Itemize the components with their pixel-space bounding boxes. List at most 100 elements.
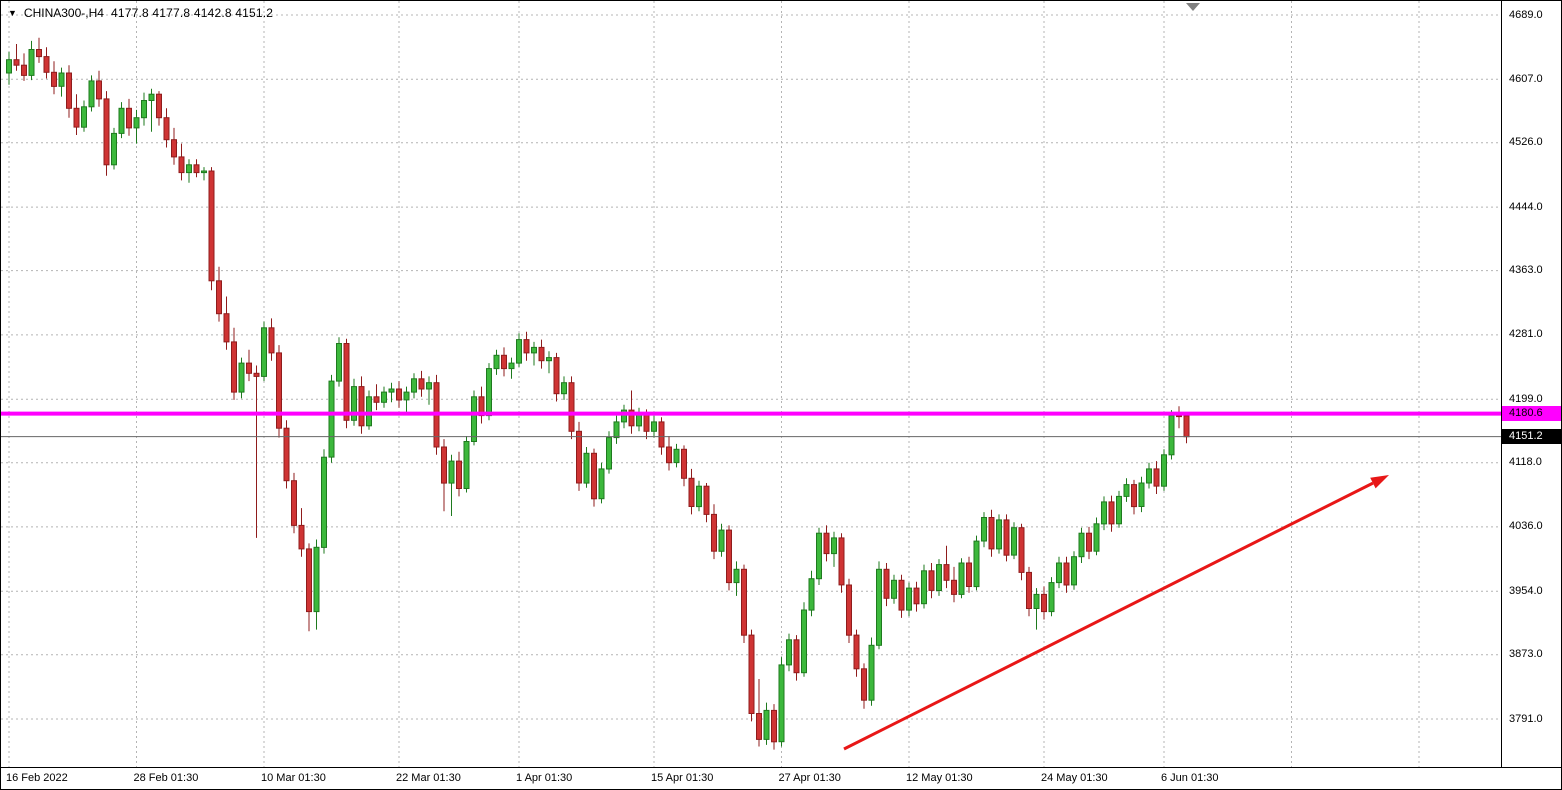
chart-plot-area[interactable] (1, 1, 1501, 767)
candle-body (853, 634, 860, 670)
candle-body (883, 568, 890, 599)
candles (6, 37, 1190, 750)
symbol-dropdown-icon[interactable]: ▼ (8, 8, 17, 18)
candle-body (1078, 532, 1085, 558)
candle-body (231, 341, 237, 393)
candle-body (36, 49, 42, 58)
time-axis[interactable]: 16 Feb 2022 28 Feb 01:30 10 Mar 01:30 22 Ma… (1, 767, 1561, 789)
price-axis[interactable]: 4180.6 4151.2 4689.0 4607.0 4526.0 4444.0 43… (1502, 1, 1561, 767)
candle-body (718, 529, 725, 552)
candle-body (816, 532, 822, 580)
hline-price-badge: 4180.6 (1502, 406, 1561, 422)
chart-shift-marker-icon[interactable] (1186, 3, 1200, 11)
candle-body (1183, 415, 1190, 438)
candle-body (583, 452, 590, 484)
candle-body (973, 540, 980, 588)
candle-body (568, 382, 575, 432)
candle-body (1146, 468, 1152, 484)
candle-body (951, 579, 957, 595)
candle-body (358, 386, 365, 427)
candle-body (508, 362, 515, 370)
candle-body (561, 382, 567, 395)
candle-body (501, 354, 507, 370)
candle-body (861, 668, 867, 701)
candle-body (298, 524, 305, 550)
candle-body (756, 713, 762, 740)
ohlc-header: ▼ CHINA300-,H4 4177.8 4177.8 4142.8 4151… (8, 6, 273, 20)
candle-body (493, 354, 500, 370)
candle-body (958, 562, 965, 595)
candle-body (1101, 501, 1107, 525)
candle-body (1116, 495, 1122, 525)
price-axis-label: 3873.0 (1509, 648, 1543, 661)
price-axis-label: 4526.0 (1509, 136, 1543, 149)
price-axis-label: 4036.0 (1509, 520, 1543, 533)
candle-body (283, 427, 290, 482)
candle-body (868, 644, 875, 701)
ohlc-values: 4177.8 4177.8 4142.8 4151.2 (110, 6, 274, 20)
candle-body (418, 378, 425, 390)
candle-body (553, 357, 560, 395)
candle-body (808, 578, 815, 611)
candle-body (988, 517, 995, 550)
candle-body (268, 327, 275, 354)
candle-body (321, 456, 327, 548)
time-axis-label: 1 Apr 01:30 (516, 772, 573, 784)
candle-body (73, 107, 80, 128)
candle-body (118, 107, 125, 134)
candle-body (1063, 562, 1070, 586)
candle-body (621, 409, 627, 423)
candle-body (711, 513, 717, 552)
grid-lines (1, 1, 1501, 767)
candle-body (996, 519, 1002, 550)
price-axis-label: 4363.0 (1509, 264, 1543, 277)
candle-body (58, 72, 65, 87)
candle-body (531, 346, 537, 354)
candle-body (1108, 501, 1115, 525)
candle-body (261, 327, 267, 377)
candle-body (223, 313, 230, 343)
candle-body (313, 546, 320, 613)
candle-body (216, 280, 222, 315)
candle-body (523, 339, 530, 354)
candle-body (793, 639, 800, 674)
candle-body (276, 352, 282, 429)
candle-body (141, 100, 147, 119)
time-axis-label: 15 Apr 01:30 (651, 772, 714, 784)
candle-body (1168, 415, 1175, 456)
candle-body (126, 107, 132, 129)
time-axis-label: 22 Mar 01:30 (396, 772, 461, 784)
candle-body (388, 388, 395, 393)
candle-body (186, 164, 192, 174)
candle-body (726, 529, 732, 584)
trend-arrow[interactable] (843, 475, 1389, 751)
candle-body (666, 446, 672, 464)
price-axis-label: 4281.0 (1509, 328, 1543, 341)
candle-body (786, 639, 792, 666)
candle-body (651, 421, 657, 432)
candle-body (448, 460, 455, 484)
candle-body (171, 139, 177, 158)
candle-body (966, 562, 972, 587)
candle-body (201, 170, 207, 174)
candle-body (426, 382, 432, 390)
candle-body (456, 460, 462, 490)
time-axis-label: 10 Mar 01:30 (261, 772, 326, 784)
candle-body (591, 452, 597, 500)
time-axis-label: 12 May 01:30 (906, 772, 973, 784)
candle-body (1056, 562, 1062, 584)
candle-body (1071, 556, 1077, 586)
candle-body (1018, 527, 1025, 573)
candle-body (846, 584, 852, 636)
candle-body (88, 80, 95, 108)
candle-body (253, 372, 260, 377)
candle-body (193, 164, 200, 174)
candle-body (943, 564, 950, 581)
candle-body (906, 587, 912, 611)
candle-body (13, 59, 20, 66)
candle-body (1153, 468, 1160, 487)
candle-body (1086, 532, 1092, 552)
time-axis-label: 28 Feb 01:30 (133, 772, 199, 784)
candle-body (598, 468, 605, 500)
candle-body (238, 362, 245, 393)
